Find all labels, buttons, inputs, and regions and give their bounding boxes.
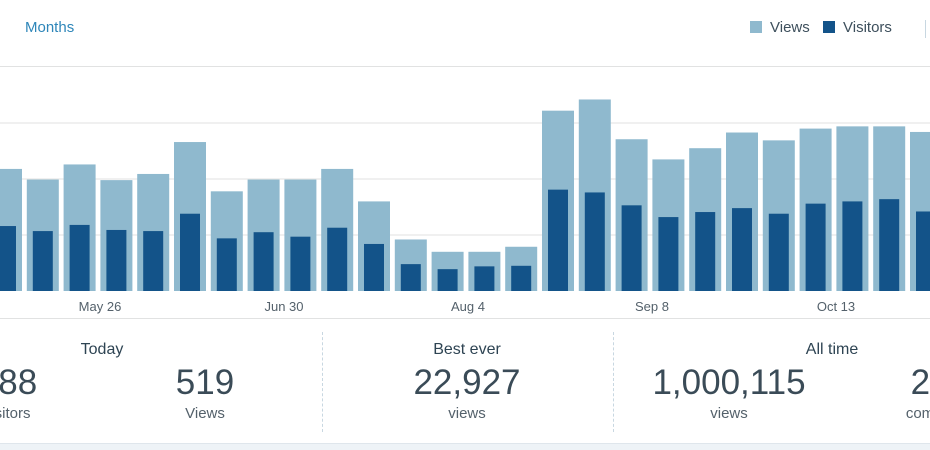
bar-visitors-16[interactable]: [584, 192, 605, 291]
stat-today-views-label: Views: [185, 405, 225, 422]
bar-visitors-11[interactable]: [400, 264, 421, 291]
x-tick-label: May 26: [79, 299, 122, 314]
stat-today-title: Today: [80, 341, 124, 358]
bar-visitors-13[interactable]: [474, 266, 495, 291]
bar-visitors-14[interactable]: [511, 265, 532, 291]
x-tick-label: Aug 4: [451, 299, 485, 314]
header-rule: [0, 66, 930, 67]
legend-visitors: Visitors: [823, 19, 892, 36]
bar-visitors-19[interactable]: [695, 212, 716, 291]
stat-all-time-comments-value: 2,7: [910, 363, 930, 402]
bar-visitors-2[interactable]: [69, 224, 90, 291]
stat-today-visitors-value: 388: [0, 363, 38, 402]
legend-visitors-label: Visitors: [843, 19, 892, 36]
bar-visitors-0[interactable]: [0, 226, 16, 291]
legend-views: Views: [750, 19, 810, 36]
legend-visitors-swatch: [823, 21, 835, 33]
stat-best-ever-value: 22,927: [413, 363, 521, 402]
bar-visitors-9[interactable]: [327, 227, 348, 291]
bar-visitors-17[interactable]: [621, 205, 642, 291]
bar-visitors-21[interactable]: [768, 213, 789, 291]
bar-visitors-5[interactable]: [180, 213, 200, 291]
bar-visitors-6[interactable]: [216, 238, 237, 291]
bar-visitors-23[interactable]: [842, 201, 863, 291]
legend-views-swatch: [750, 21, 762, 33]
x-tick-label: Sep 8: [635, 299, 669, 314]
stats-divider-2: [613, 332, 614, 432]
stat-all-time-comments-label: com: [905, 405, 930, 422]
bar-visitors-15[interactable]: [548, 189, 568, 291]
stat-all-time-views-value: 1,000,115: [652, 363, 806, 402]
stats-divider-1: [322, 332, 323, 432]
bar-visitors-10[interactable]: [364, 243, 384, 291]
stats-rule: [0, 318, 930, 319]
bar-visitors-25[interactable]: [916, 211, 930, 291]
stat-today-views-value: 519: [175, 363, 235, 402]
x-tick-label: Jun 30: [264, 299, 303, 314]
stat-all-time-views-label: views: [710, 405, 748, 422]
legend-views-label: Views: [770, 19, 810, 36]
stat-best-ever-label: views: [448, 405, 486, 422]
stat-best-ever-title: Best ever: [433, 341, 501, 358]
bar-visitors-24[interactable]: [879, 199, 900, 291]
header-divider: [925, 20, 926, 38]
bar-visitors-18[interactable]: [658, 217, 679, 291]
bar-visitors-12[interactable]: [437, 269, 458, 291]
bar-visitors-3[interactable]: [106, 229, 127, 291]
bar-visitors-22[interactable]: [805, 203, 826, 291]
stat-today-visitors-label: Visitors: [0, 405, 31, 422]
stat-all-time-title: All time: [805, 341, 859, 358]
bar-visitors-4[interactable]: [143, 231, 164, 291]
views-visitors-bar-chart: May 26 Jun 30 Aug 4 Sep 8 Oct 13: [0, 99, 930, 314]
footer-strip: [0, 443, 930, 450]
bar-visitors-20[interactable]: [732, 208, 752, 291]
period-months-link[interactable]: Months: [25, 19, 75, 36]
bar-visitors-8[interactable]: [290, 236, 311, 291]
bar-visitors-1[interactable]: [32, 231, 53, 291]
bar-visitors-7[interactable]: [253, 232, 274, 291]
x-tick-label: Oct 13: [817, 299, 855, 314]
chart-header: Months Views Visitors: [0, 0, 930, 66]
